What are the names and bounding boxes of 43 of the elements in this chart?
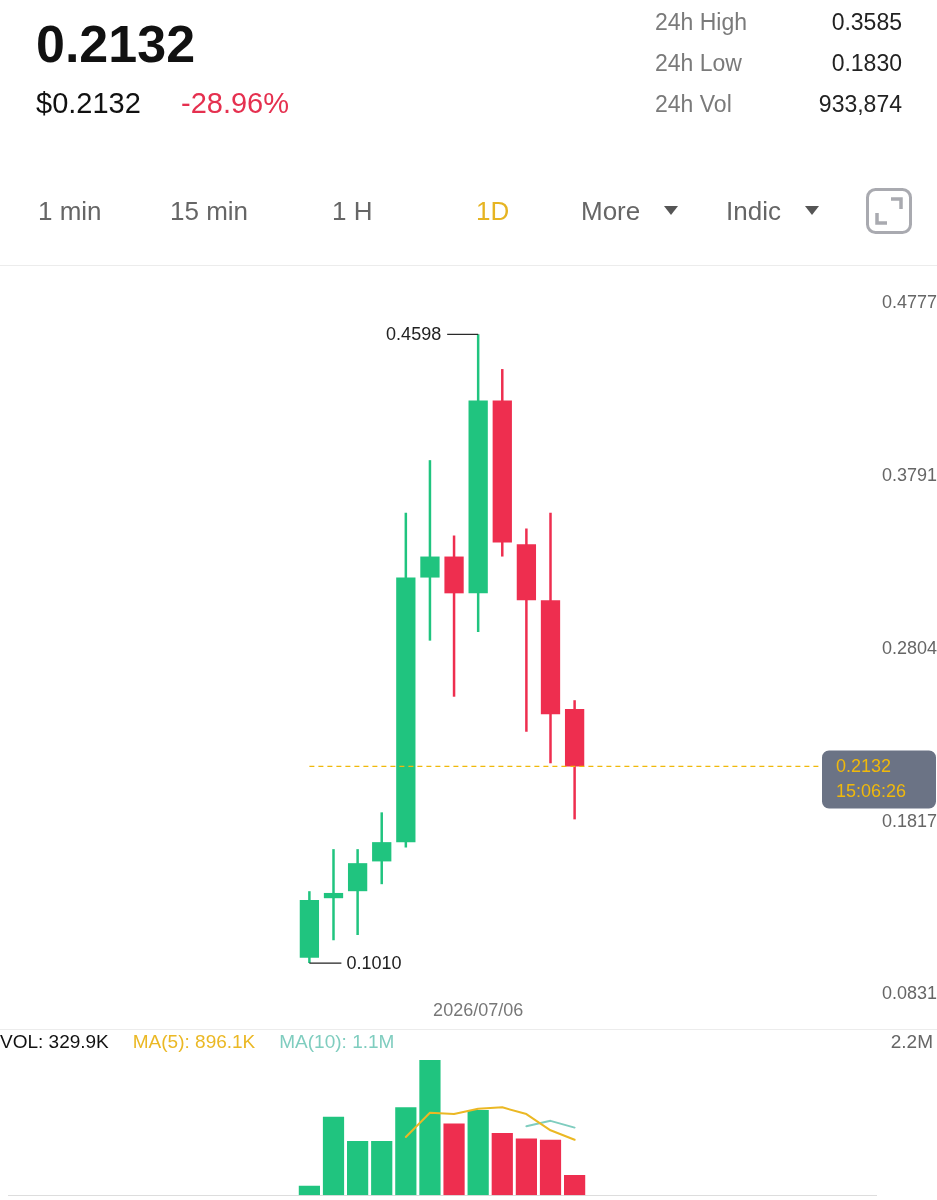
bar xyxy=(564,1174,586,1196)
candlestick xyxy=(372,811,392,886)
text: 0.3585 xyxy=(831,8,902,36)
y-tick-label: 0.4777 xyxy=(881,291,937,312)
text: 0.2132 xyxy=(36,14,196,74)
y-tick-label: 0.0831 xyxy=(881,983,937,1004)
bar xyxy=(515,1138,537,1196)
bar xyxy=(419,1060,441,1196)
text: 24h High xyxy=(655,8,748,36)
text: 1D xyxy=(476,196,510,226)
text: More xyxy=(581,196,641,226)
bar xyxy=(467,1110,489,1196)
bar xyxy=(322,1116,345,1196)
text: Indic xyxy=(726,196,781,226)
ref-line-label: 0.2132 15:06:26 xyxy=(836,756,907,802)
bar xyxy=(443,1123,465,1196)
text: 933,874 xyxy=(818,90,902,118)
y-tick-label: 0.3791 xyxy=(881,464,937,485)
x-tick-label: 2026/07/06 xyxy=(433,1000,524,1021)
text: 1 H xyxy=(332,196,373,226)
bar xyxy=(491,1133,513,1196)
bar xyxy=(298,1185,320,1196)
bar xyxy=(539,1139,562,1196)
bar xyxy=(347,1141,369,1196)
annotation: 0.4598 xyxy=(386,324,442,345)
annotation: 0.1010 xyxy=(346,953,402,974)
candlestick xyxy=(323,847,344,942)
bar xyxy=(371,1141,393,1196)
text: 24h Low xyxy=(655,49,742,77)
text: $0.2132 xyxy=(36,86,141,120)
text: -28.96% xyxy=(181,86,290,120)
text: 0.1830 xyxy=(831,49,902,77)
candlestick xyxy=(420,458,440,642)
text: 2.2M xyxy=(890,1031,933,1053)
text: VOL: 329.9K xyxy=(0,1031,109,1053)
text: MA(10): 1.1M xyxy=(279,1031,395,1053)
text: 1 min xyxy=(38,196,102,226)
bar xyxy=(395,1107,417,1196)
text: MA(5): 896.1K xyxy=(132,1031,256,1053)
y-tick-label: 0.2804 xyxy=(881,637,937,658)
text: 24h Vol xyxy=(655,90,732,118)
y-tick-label: 0.1817 xyxy=(881,810,937,831)
text: 15 min xyxy=(170,196,249,226)
